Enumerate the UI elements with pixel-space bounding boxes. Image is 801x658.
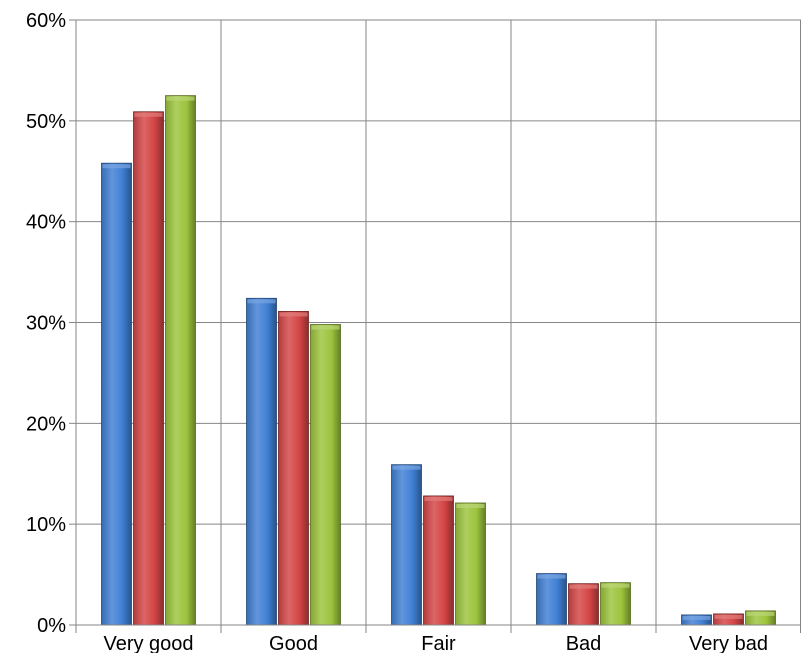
bar-good-series-1 [246,297,277,626]
bar-fair-series-1 [391,464,422,626]
bar-highlight [134,112,163,117]
bar-good-series-2 [278,311,309,626]
bar-highlight [569,584,598,589]
x-tick-label: Very good [103,633,193,653]
bar-bad-series-3 [600,582,631,626]
bar-highlight [714,614,743,619]
bar-highlight [279,312,308,317]
bar-highlight [456,503,485,508]
bar-very-good-series-1 [101,162,132,626]
bar-highlight [537,574,566,579]
y-tick-label: 50% [26,111,66,133]
bars-layer [101,95,776,626]
bar-highlight [392,465,421,470]
x-tick-label: Bad [566,633,602,653]
y-tick-label: 0% [37,615,66,637]
bar-very-good-series-3 [165,95,196,626]
x-tick-label: Very bad [689,633,768,653]
bar-fair-series-3 [455,502,486,626]
y-tick-label: 30% [26,313,66,335]
bar-bad-series-2 [568,583,599,626]
bar-highlight [247,299,276,304]
bar-highlight [424,496,453,501]
bar-highlight [682,615,711,620]
y-tick-label: 10% [26,514,66,536]
bar-fair-series-2 [423,495,454,626]
x-tick-label: Good [269,633,318,653]
bar-highlight [601,583,630,588]
bar-highlight [102,164,131,169]
bar-very-good-series-2 [133,111,164,626]
axis-layer: 0% 10% 20% 30% 40% 50% 60% Very good Good Fair Bad… [26,10,801,655]
y-tick-label: 60% [26,10,66,32]
y-tick-label: 20% [26,413,66,435]
bar-highlight [311,325,340,330]
x-tick-label: Fair [421,633,456,653]
bar-highlight [746,611,775,616]
bar-highlight [166,96,195,101]
bar-bad-series-1 [536,573,567,626]
y-tick-label: 40% [26,212,66,234]
bar-good-series-3 [310,324,341,626]
